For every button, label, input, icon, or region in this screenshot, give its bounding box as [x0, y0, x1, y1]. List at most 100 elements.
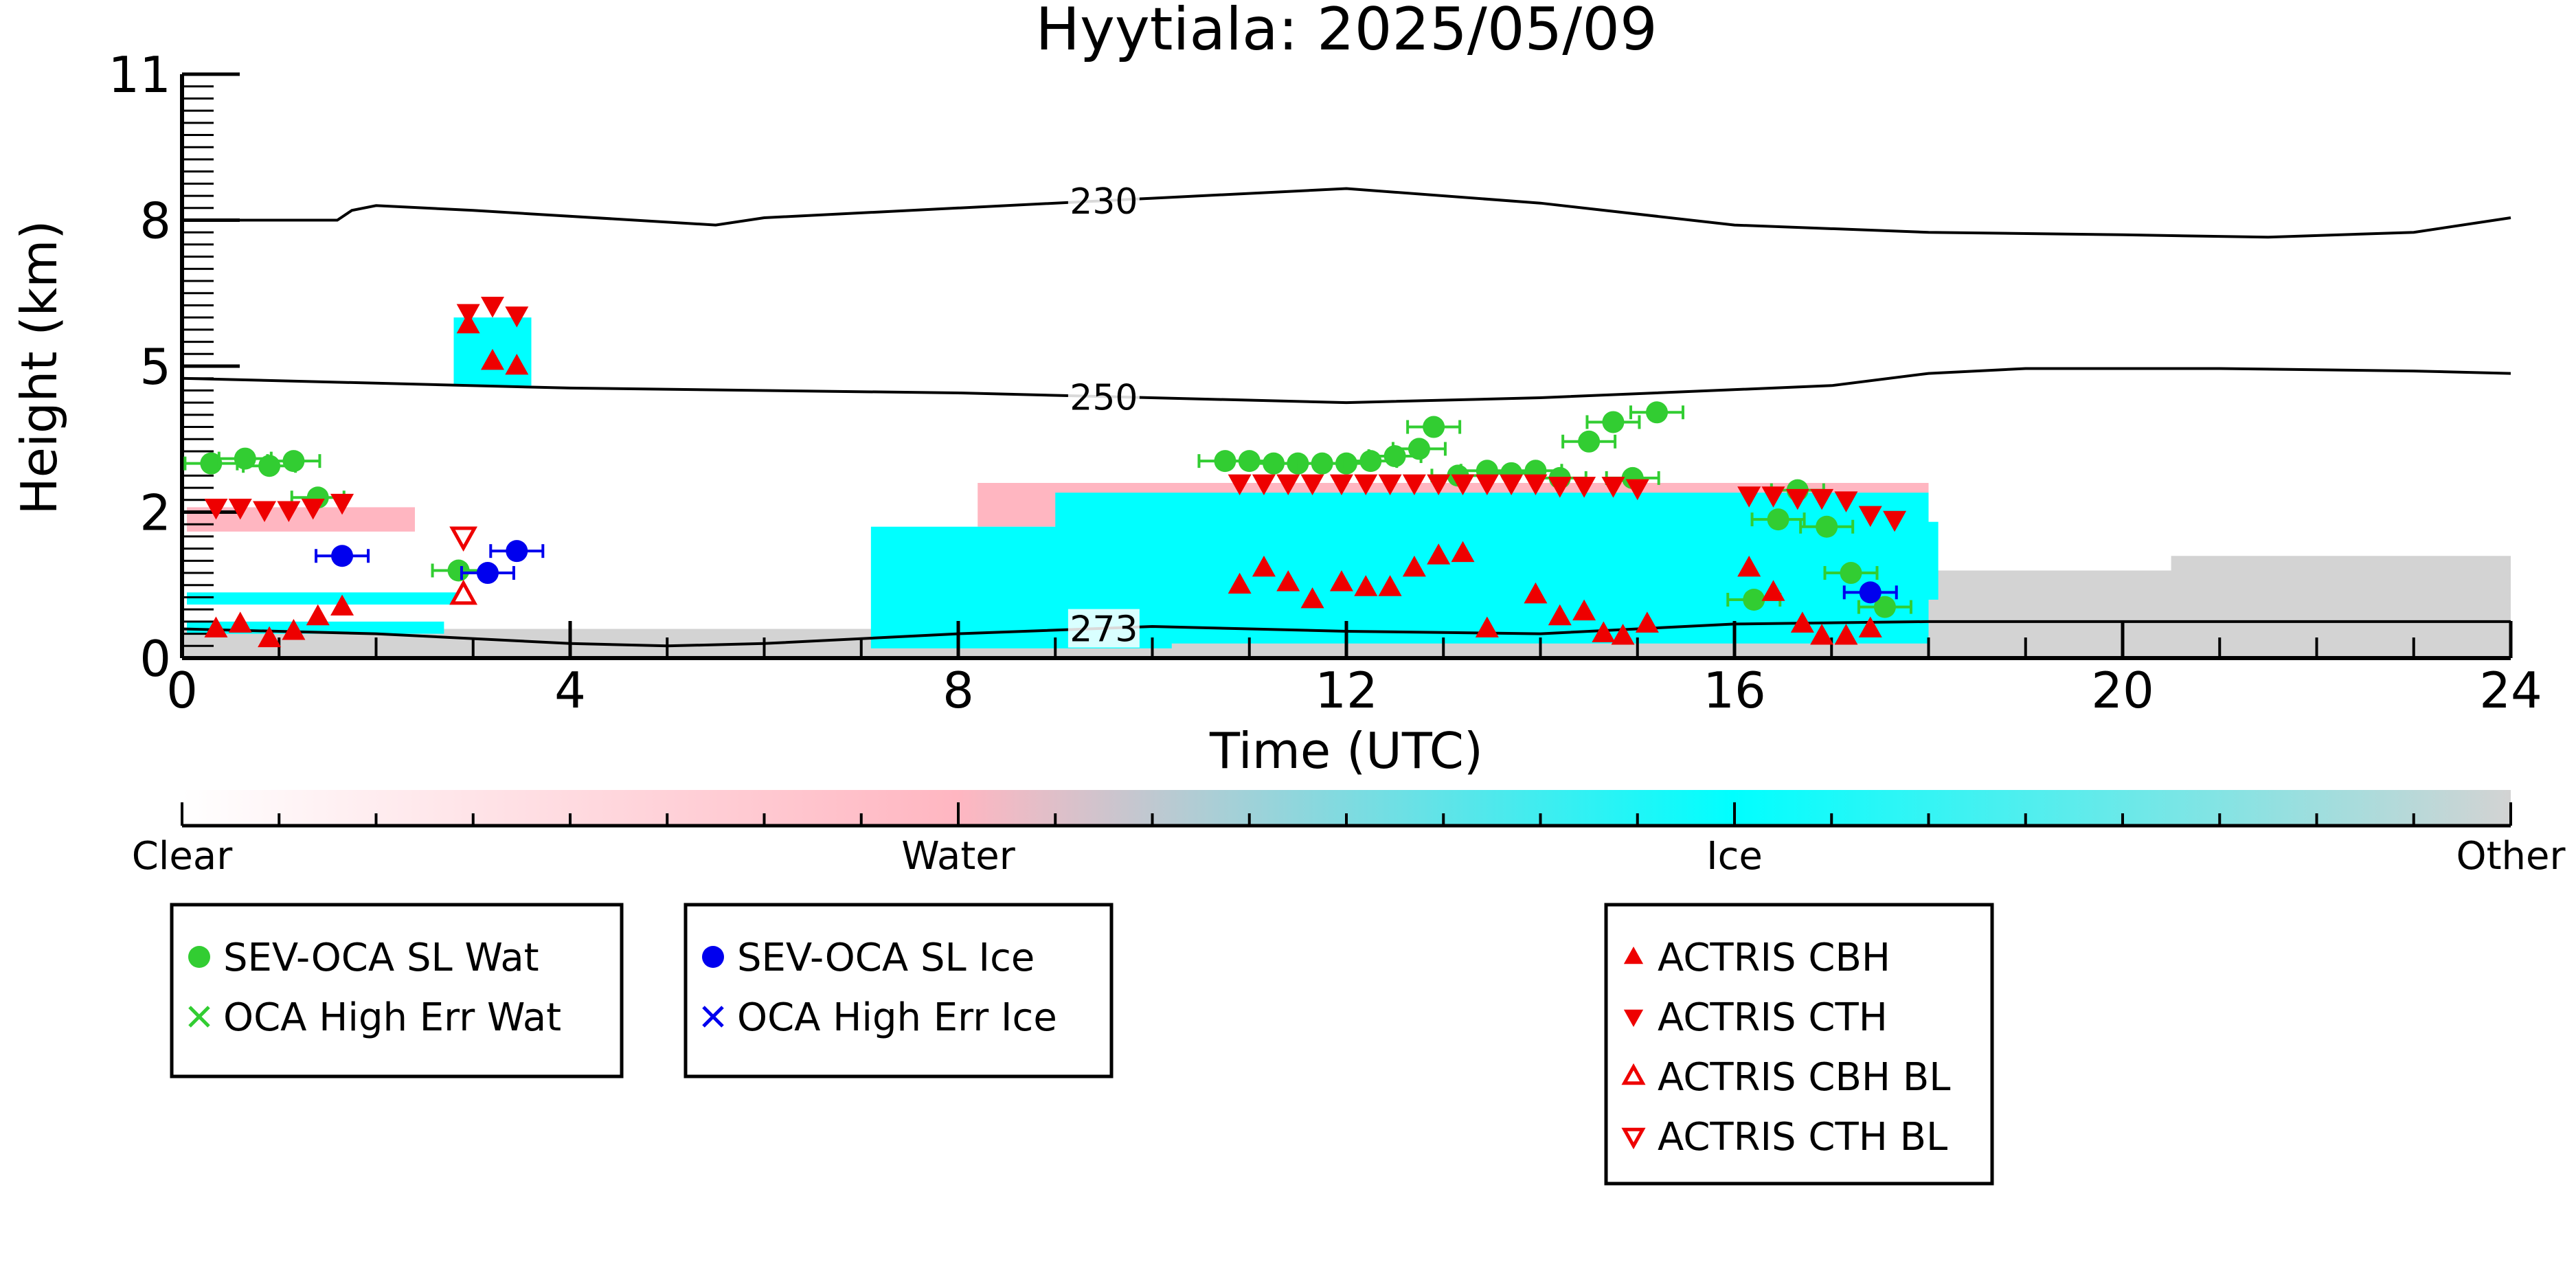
marker-point — [306, 604, 330, 626]
marker-point — [1378, 575, 1402, 596]
marker-point — [1524, 582, 1548, 604]
marker-point — [505, 306, 529, 328]
marker-point — [1592, 621, 1616, 642]
legend-label: SEV-OCA SL Ice — [737, 936, 1035, 980]
marker-point — [301, 499, 325, 520]
marker-point — [330, 594, 354, 616]
temperature-contours: 230 250 273 — [181, 181, 2511, 651]
marker-point — [1427, 543, 1451, 565]
marker-point — [1335, 452, 1357, 475]
marker-point — [1761, 580, 1785, 601]
colorbar-label: Clear — [132, 834, 233, 879]
marker-point — [200, 452, 223, 475]
marker-point — [1276, 570, 1300, 591]
marker-point — [1737, 486, 1761, 508]
marker-point — [1767, 508, 1789, 531]
marker-point — [204, 616, 228, 637]
legend-marker — [1621, 1127, 1646, 1150]
contour-label: 250 — [1070, 377, 1138, 418]
legend-frame — [683, 903, 1114, 1078]
legend-marker — [188, 946, 210, 968]
marker-point — [1276, 474, 1300, 496]
contour-line — [181, 367, 2511, 405]
marker-point — [1572, 477, 1596, 498]
marker-point — [505, 353, 529, 375]
marker-point — [1329, 474, 1353, 496]
marker-point — [282, 450, 305, 473]
marker-point — [331, 545, 354, 567]
contour-label-bg — [1067, 609, 1140, 648]
marker-point — [1228, 572, 1252, 594]
marker-point — [277, 501, 301, 522]
marker-point — [1354, 575, 1378, 596]
marker-point — [1611, 624, 1635, 645]
y-tick-label: 0 — [139, 630, 171, 688]
marker-point — [1646, 401, 1668, 424]
marker-point — [1625, 479, 1649, 501]
marker-point — [1423, 416, 1445, 438]
x-tick-label: 16 — [1703, 662, 1766, 719]
x-tick-label: 0 — [166, 662, 198, 719]
marker-point — [1858, 616, 1882, 637]
marker-point — [1451, 541, 1475, 563]
marker-point — [456, 304, 480, 326]
y-tick-label: 2 — [139, 484, 171, 542]
colorbar-label: Ice — [1706, 834, 1763, 879]
ice-region — [1928, 521, 1939, 600]
marker-point — [1785, 488, 1809, 510]
legend-label: ACTRIS CTH — [1658, 995, 1888, 1040]
other-region — [2171, 556, 2511, 571]
marker-point — [449, 526, 478, 552]
contour-label: 273 — [1070, 609, 1138, 651]
y-tick-label: 8 — [139, 192, 171, 250]
plot-axes: 0 4 8 12 16 20 24 0 2 5 8 11 — [108, 46, 2542, 719]
marker-point — [1761, 486, 1785, 508]
marker-point — [449, 579, 478, 605]
marker-point — [1810, 488, 1834, 510]
marker-point — [234, 447, 256, 470]
legend-label: OCA High Err Ice — [737, 995, 1057, 1040]
legend-frame — [170, 903, 624, 1078]
marker-point — [1548, 477, 1572, 498]
marker-point — [1810, 624, 1834, 645]
marker-point — [253, 501, 277, 522]
marker-point — [1578, 430, 1601, 453]
marker-point — [1402, 474, 1426, 496]
cross-stroke — [188, 1006, 210, 1028]
marker-point — [1500, 474, 1524, 496]
marker-point — [1572, 599, 1596, 621]
marker-point — [1873, 596, 1896, 618]
marker-point — [228, 499, 252, 520]
marker-point — [1475, 474, 1499, 496]
chart-title: Hyytiala: 2025/05/09 — [1035, 0, 1657, 64]
marker-point — [330, 493, 354, 515]
marker-point — [480, 348, 505, 370]
colorbar-label: Water — [901, 834, 1016, 879]
marker-point — [1402, 555, 1426, 577]
marker-point — [1883, 510, 1907, 532]
legend-marker — [1623, 946, 1644, 964]
marker-point — [1524, 474, 1548, 496]
contour-line — [182, 187, 2511, 239]
y-tick-label: 11 — [108, 46, 171, 104]
marker-point — [1300, 474, 1324, 496]
legend-box-wat: SEV-OCA SL Wat OCA High Err Wat — [170, 903, 624, 1078]
marker-point — [1790, 611, 1814, 633]
marker-point — [1548, 604, 1572, 626]
colorbar-label: Other — [2456, 834, 2566, 879]
legend-label: ACTRIS CTH BL — [1658, 1115, 1947, 1160]
marker-point — [476, 562, 499, 585]
marker-point — [1238, 450, 1261, 473]
legend-marker — [1623, 1009, 1644, 1028]
marker-point — [1602, 411, 1625, 433]
marker-point — [1300, 587, 1324, 609]
legend-box-ice: SEV-OCA SL Ice OCA High Err Ice — [683, 903, 1114, 1078]
contour-line — [181, 620, 2511, 648]
marker-point — [506, 540, 528, 563]
marker-point — [1359, 450, 1382, 473]
marker-point — [228, 611, 252, 633]
marker-point — [1816, 515, 1838, 538]
cross-stroke — [702, 1006, 724, 1028]
marker-point — [1228, 474, 1252, 496]
marker-point — [1858, 506, 1882, 528]
